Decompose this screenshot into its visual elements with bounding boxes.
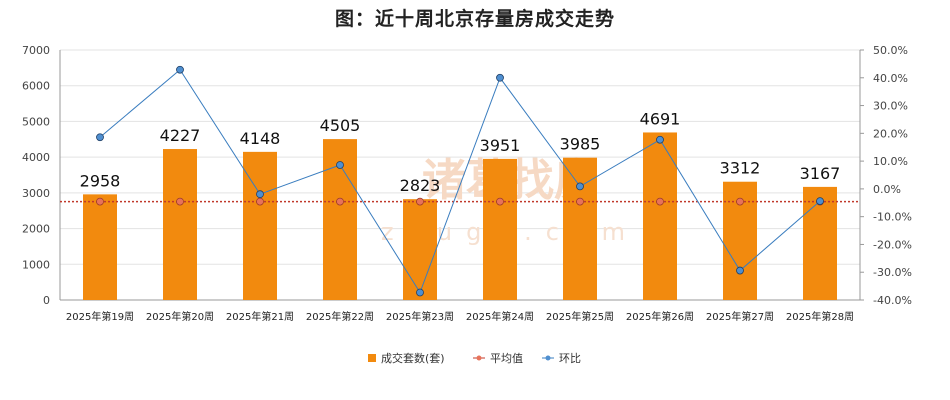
legend-label: 平均值 bbox=[490, 352, 523, 365]
y-left-tick-label: 1000 bbox=[22, 258, 50, 271]
average-point bbox=[96, 197, 104, 206]
mom-point bbox=[96, 133, 104, 142]
x-tick-label: 2025年第27周 bbox=[706, 310, 774, 323]
y-right-tick-label: 0.0% bbox=[873, 183, 901, 196]
y-right-tick-label: -20.0% bbox=[873, 238, 912, 251]
x-tick-label: 2025年第28周 bbox=[786, 310, 854, 323]
bar-data-label: 3985 bbox=[560, 135, 601, 154]
bar-data-label: 4148 bbox=[240, 129, 281, 148]
mom-point bbox=[496, 73, 504, 82]
x-tick-label: 2025年第22周 bbox=[306, 310, 374, 323]
x-tick-label: 2025年第25周 bbox=[546, 310, 614, 323]
x-tick-label: 2025年第24周 bbox=[466, 310, 534, 323]
average-point bbox=[256, 197, 264, 206]
y-right-tick-label: -10.0% bbox=[873, 211, 912, 224]
y-right-tick-label: 50.0% bbox=[873, 44, 908, 57]
mom-line bbox=[99, 68, 821, 294]
mom-point bbox=[336, 161, 344, 169]
y-left-tick-label: 6000 bbox=[22, 80, 50, 93]
mom-point bbox=[656, 135, 664, 144]
bar-data-label: 3167 bbox=[800, 164, 841, 183]
x-tick-label: 2025年第20周 bbox=[146, 310, 214, 323]
x-tick-label: 2025年第26周 bbox=[626, 310, 694, 323]
x-tick-label: 2025年第23周 bbox=[386, 310, 454, 323]
average-point bbox=[336, 197, 344, 206]
bar bbox=[563, 157, 597, 300]
bar-data-label: 4227 bbox=[160, 126, 201, 145]
average-point bbox=[176, 197, 184, 206]
mom-point bbox=[176, 65, 184, 74]
mom-point bbox=[416, 288, 424, 297]
bar bbox=[163, 149, 197, 300]
legend-swatch-bar bbox=[368, 354, 376, 362]
y-right-tick-label: 30.0% bbox=[873, 100, 908, 113]
x-tick-label: 2025年第19周 bbox=[66, 310, 134, 323]
bar-data-label: 3951 bbox=[480, 136, 521, 155]
bar bbox=[403, 199, 437, 300]
bar-data-label: 4691 bbox=[640, 109, 681, 128]
average-point bbox=[496, 197, 504, 206]
y-left-tick-label: 7000 bbox=[22, 44, 50, 57]
bar bbox=[243, 151, 277, 300]
legend-label: 环比 bbox=[559, 352, 581, 365]
y-right-tick-label: 40.0% bbox=[873, 72, 908, 85]
y-left-tick-label: 5000 bbox=[22, 115, 50, 128]
bar bbox=[643, 132, 677, 300]
y-left-tick-label: 0 bbox=[43, 294, 50, 307]
y-left-tick-label: 4000 bbox=[22, 151, 50, 164]
average-point bbox=[656, 197, 664, 206]
mom-point bbox=[256, 190, 264, 199]
bar bbox=[83, 194, 117, 300]
bar-data-label: 4505 bbox=[320, 116, 361, 135]
y-left-tick-label: 3000 bbox=[22, 187, 50, 200]
bar bbox=[803, 186, 837, 300]
y-right-tick-label: -30.0% bbox=[873, 266, 912, 279]
y-right-tick-label: 20.0% bbox=[873, 127, 908, 140]
legend-swatch-mom-marker bbox=[545, 355, 551, 361]
average-point bbox=[416, 197, 424, 206]
legend-swatch-average-marker bbox=[476, 355, 482, 361]
legend-label: 成交套数(套) bbox=[381, 351, 445, 365]
bar bbox=[483, 158, 517, 300]
x-tick-label: 2025年第21周 bbox=[226, 310, 294, 323]
chart-title: 图：近十周北京存量房成交走势 bbox=[334, 8, 615, 30]
y-right-tick-label: -40.0% bbox=[873, 294, 912, 307]
mom-point bbox=[816, 197, 824, 206]
bar-data-label: 2823 bbox=[400, 176, 441, 195]
average-point bbox=[576, 197, 584, 206]
mom-point bbox=[576, 182, 584, 191]
average-point bbox=[736, 197, 744, 206]
y-right-tick-label: 10.0% bbox=[873, 155, 908, 168]
y-left-tick-label: 2000 bbox=[22, 223, 50, 236]
bar-data-label: 2958 bbox=[80, 171, 121, 190]
mom-point bbox=[736, 266, 744, 275]
bar-data-label: 3312 bbox=[720, 159, 761, 178]
